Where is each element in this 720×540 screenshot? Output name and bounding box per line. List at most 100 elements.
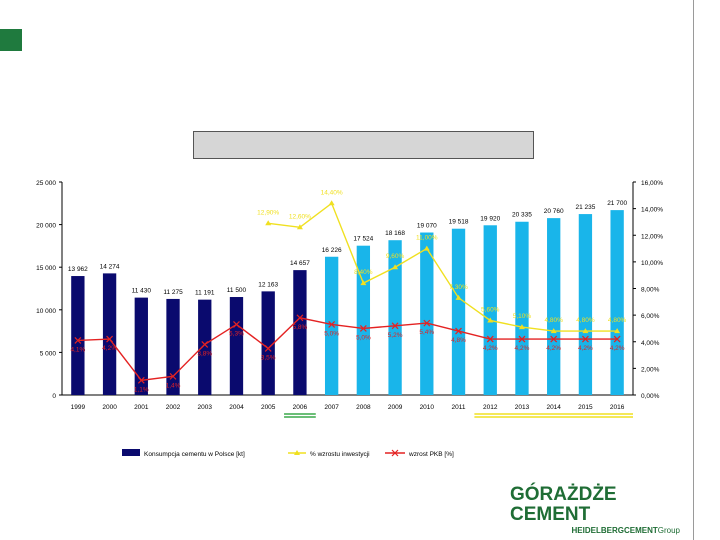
bar-value-label: 19 920 (480, 215, 500, 222)
bar-value-label: 16 226 (322, 247, 342, 254)
bar (293, 270, 307, 395)
investment-marker (328, 200, 335, 206)
gdp-value-label: 5,4% (419, 329, 434, 336)
investment-value-label: 4,80% (544, 317, 563, 324)
gdp-value-label: 4,2% (546, 345, 561, 352)
bar-value-label: 13 962 (68, 266, 88, 273)
gdp-value-label: 5,0% (324, 330, 339, 337)
gdp-value-label: 4,2% (578, 345, 593, 352)
investment-marker (423, 245, 430, 251)
gdp-value-label: 5,2% (388, 332, 403, 339)
gdp-marker (201, 340, 209, 348)
bar-value-label: 21 700 (607, 200, 627, 207)
gdp-marker (74, 336, 82, 344)
x-tick-label: 2001 (134, 404, 149, 411)
x-tick-label: 2000 (102, 404, 117, 411)
gdp-marker (169, 372, 177, 380)
bar-value-label: 19 070 (417, 223, 437, 230)
right-tick-label: 10,00% (641, 260, 663, 267)
gdp-value-label: 5,0% (356, 334, 371, 341)
bar (324, 256, 339, 395)
gdp-value-label: 4,1% (70, 346, 85, 353)
bar-value-label: 11 191 (195, 290, 215, 297)
investment-marker (392, 264, 399, 270)
bar-value-label: 14 657 (290, 260, 310, 267)
gdp-marker (455, 327, 462, 335)
left-tick-label: 15 000 (36, 265, 56, 272)
x-tick-label: 2004 (229, 404, 244, 411)
x-tick-label: 2008 (356, 404, 371, 411)
chart-title-box (193, 131, 534, 159)
legend-label-gdp: wzrost PKB [%] (408, 451, 454, 458)
gdp-marker (391, 322, 399, 330)
gdp-growth-line (77, 317, 618, 382)
bar-value-label: 20 335 (512, 212, 532, 219)
bar (229, 297, 244, 395)
bar (198, 299, 212, 395)
investment-value-label: 12,60% (289, 213, 311, 220)
gdp-marker (581, 335, 589, 343)
x-tick-label: 2016 (610, 404, 625, 411)
bar-value-label: 19 518 (449, 219, 469, 226)
bar (515, 221, 529, 395)
gdp-value-label: 4,2% (102, 345, 117, 352)
bar-value-label: 14 274 (100, 263, 120, 270)
legend-marker-investment (294, 450, 300, 455)
gdp-marker (486, 335, 494, 343)
gdp-value-label: 5,8% (293, 324, 308, 331)
x-tick-label: 2011 (452, 404, 466, 411)
x-tick-label: 2003 (198, 404, 213, 411)
logo-main-text: GÓRAŻDŻE CEMENT (510, 484, 617, 525)
legend-label-consumption: Konsumpcja cementu w Polsce [kt] (144, 451, 245, 458)
left-tick-label: 20 000 (36, 223, 56, 230)
investment-value-label: 8,40% (354, 269, 373, 276)
right-tick-label: 8,00% (641, 287, 660, 294)
gdp-marker (264, 344, 272, 352)
gdp-value-label: 3,5% (261, 354, 276, 361)
left-tick-label: 25 000 (36, 180, 56, 187)
investment-value-label: 9,60% (386, 253, 405, 260)
right-tick-label: 12,00% (641, 233, 663, 240)
gdp-value-label: 1,1% (134, 386, 149, 393)
investment-value-label: 5,10% (513, 313, 532, 320)
gdp-value-label: 4,2% (483, 345, 498, 352)
bar (420, 232, 434, 395)
investment-value-label: 4,80% (608, 317, 627, 324)
investment-value-label: 11,00% (416, 235, 438, 242)
top-bar (0, 0, 720, 7)
bar (610, 210, 624, 395)
gdp-value-label: 4,2% (515, 345, 530, 352)
gdp-marker (613, 335, 621, 343)
x-tick-label: 2013 (515, 404, 530, 411)
bar-value-label: 11 430 (132, 288, 152, 295)
bar-value-label: 11 275 (163, 289, 183, 296)
logo-sub-group: Group (657, 526, 680, 535)
bar (388, 240, 402, 395)
bar-value-label: 18 168 (385, 230, 405, 237)
gdp-marker (518, 335, 526, 343)
gdp-marker (328, 321, 336, 328)
x-tick-label: 2014 (546, 404, 561, 411)
gdp-marker (106, 335, 114, 343)
investment-value-label: 14,40% (321, 189, 343, 196)
gdp-marker (550, 335, 558, 343)
gdp-marker (137, 376, 145, 384)
legend-marker-gdp (391, 449, 399, 457)
bar-value-label: 12 163 (258, 281, 278, 288)
bar (166, 298, 180, 395)
investment-marker (550, 328, 557, 334)
logo-sub-brand: HEIDELBERGCEMENT (571, 526, 658, 535)
brand-accent-square (0, 29, 22, 51)
investment-marker (582, 328, 589, 334)
right-tick-label: 2,00% (641, 366, 660, 373)
right-border-rule (693, 0, 694, 540)
bar (483, 225, 497, 395)
x-tick-label: 2012 (483, 404, 498, 411)
legend-label-investment: % wzrostu inwestycji (310, 451, 370, 458)
company-logo: GÓRAŻDŻE CEMENT HEIDELBERGCEMENTGroup (510, 484, 680, 536)
bar-value-label: 21 235 (575, 204, 595, 211)
cement-consumption-chart: 0 5 000 10 000 15 000 20 000 25 000 0,00% 2,00%… (36, 180, 663, 458)
investment-value-label: 7,30% (449, 284, 468, 291)
investment-marker (265, 220, 272, 226)
gdp-value-label: 1,4% (166, 382, 181, 389)
